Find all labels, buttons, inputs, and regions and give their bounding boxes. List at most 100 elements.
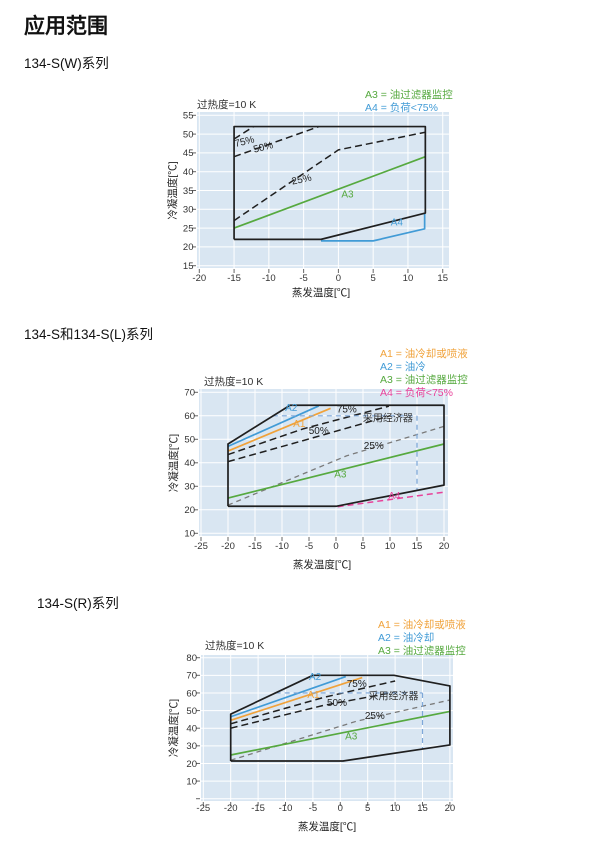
legend-entry: A3 = 油过滤器监控: [365, 88, 453, 101]
load-25pct-line: [227, 425, 445, 506]
annotation-A2: A2: [309, 672, 322, 683]
x-axis-title: 蒸发温度[℃]: [298, 820, 356, 833]
x-tick-label: -20: [224, 803, 238, 814]
a2-oil-cooling-line: [227, 405, 320, 448]
y-tick-label: 30: [184, 482, 195, 493]
y-tick-label: 70: [184, 388, 195, 399]
y-tick-label: 30: [186, 741, 197, 752]
y-axis-title: 冷凝温度[℃]: [167, 434, 180, 492]
y-tick-label: 30: [183, 205, 194, 216]
annotation-50%: 50%: [252, 140, 274, 156]
x-tick-label: 0: [333, 541, 338, 552]
load-75pct-line: [233, 125, 254, 140]
y-tick-label: 60: [186, 688, 197, 699]
load-50pct-line: [227, 415, 391, 463]
y-tick-label: 20: [186, 759, 197, 770]
x-tick-label: -15: [251, 803, 265, 814]
chart-134-s-134-sl: -25 -20 -15 -10 -5 0 5 10 15 20 10 20 30 40 50 60 70 A2 A1…: [167, 347, 468, 571]
y-tick-label: 20: [184, 505, 195, 516]
x-tick-label: -25: [196, 803, 210, 814]
application-boundary: [227, 404, 445, 508]
x-tick-label: 20: [445, 803, 456, 814]
x-tick-label: -20: [221, 541, 235, 552]
x-tick-label: -20: [192, 273, 206, 284]
annotation-A2: A2: [285, 403, 298, 414]
legend-entry: A2 = 油冷: [380, 360, 426, 373]
x-tick-label: -15: [248, 541, 262, 552]
a2-oil-cooling-line: [230, 675, 347, 718]
page-title: 应用范围: [24, 15, 108, 38]
legend-entry: A4 = 负荷<75%: [365, 101, 438, 114]
chart-134-sr: -25 -20 -15 -10 -5 0 5 10 15 20 10 20 30 40 50 60 70 80 A2…: [167, 618, 466, 833]
y-axis-title: 冷凝温度[℃]: [167, 699, 180, 757]
x-tick-label: 15: [412, 541, 423, 552]
annotation-采用经济器: 采用经济器: [363, 411, 413, 424]
annotation-75%: 75%: [347, 679, 367, 690]
y-tick-label: 40: [186, 724, 197, 735]
x-tick-label: 5: [365, 803, 370, 814]
x-tick-label: 0: [336, 273, 341, 284]
legend-entry: A1 = 油冷却或喷液: [378, 618, 466, 631]
superheat-label: 过热度=10 K: [197, 98, 256, 111]
x-tick-label: 15: [417, 803, 428, 814]
annotation-75%: 75%: [337, 405, 357, 416]
y-tick-label: 50: [184, 435, 195, 446]
y-tick-label: 20: [183, 242, 194, 253]
annotation-25%: 25%: [365, 711, 385, 722]
annotation-A4: A4: [388, 491, 401, 502]
x-tick-label: -10: [262, 273, 276, 284]
a3-oil-filter-line: [230, 710, 451, 756]
y-tick-label: 55: [183, 111, 194, 122]
annotation-25%: 25%: [291, 173, 313, 188]
legend-entry: A3 = 油过滤器监控: [380, 373, 468, 386]
a1-oil-cooling-or-liquid-injection-line: [230, 676, 363, 722]
annotation-50%: 50%: [327, 698, 347, 709]
x-tick-label: 0: [338, 803, 343, 814]
y-tick-label: 25: [183, 223, 194, 234]
legend-entry: A2 = 油冷却: [378, 631, 434, 644]
annotation-50%: 50%: [309, 426, 329, 437]
application-boundary: [233, 125, 427, 241]
load-75pct-line: [230, 680, 396, 725]
section-title-134-sr: 134-S(R)系列: [37, 596, 119, 611]
annotation-采用经济器: 采用经济器: [368, 690, 418, 703]
legend-entry: A1 = 油冷却或喷液: [380, 347, 468, 360]
a4-part-load-line: [321, 213, 426, 242]
y-tick-label: 40: [183, 167, 194, 178]
x-tick-label: 10: [385, 541, 396, 552]
x-tick-label: -25: [194, 541, 208, 552]
x-tick-label: -5: [305, 541, 313, 552]
y-tick-label: 50: [183, 129, 194, 140]
y-tick-label: 40: [184, 458, 195, 469]
a3-oil-filter-line: [233, 155, 426, 229]
y-tick-label: 80: [186, 653, 197, 664]
x-tick-label: 15: [437, 273, 448, 284]
x-tick-label: -5: [309, 803, 317, 814]
x-axis-title: 蒸发温度[℃]: [293, 558, 351, 571]
superheat-label: 过热度=10 K: [205, 639, 264, 652]
y-tick-label: 35: [183, 186, 194, 197]
annotation-A3: A3: [334, 469, 347, 480]
annotation-75%: 75%: [234, 134, 256, 150]
a3-oil-filter-line: [227, 443, 445, 499]
annotation-A1: A1: [293, 419, 306, 430]
annotation-A1: A1: [307, 690, 320, 701]
y-tick-label: 70: [186, 671, 197, 682]
legend-entry: A4 = 负荷<75%: [380, 386, 453, 399]
y-axis-title: 冷凝温度[℃]: [166, 161, 179, 219]
legend-entry: A3 = 油过滤器监控: [378, 644, 466, 657]
x-tick-label: -10: [279, 803, 293, 814]
y-tick-label: 10: [186, 776, 197, 787]
load-25pct-line: [233, 131, 426, 222]
x-tick-label: -15: [227, 273, 241, 284]
x-tick-label: 20: [439, 541, 450, 552]
a4-part-load-line: [337, 491, 445, 508]
y-tick-label: 10: [184, 529, 195, 540]
section-title-134-sw: 134-S(W)系列: [24, 56, 109, 71]
y-tick-label: 60: [184, 411, 195, 422]
load-75pct-line: [227, 405, 390, 456]
x-tick-label: 10: [403, 273, 414, 284]
x-axis-title: 蒸发温度[℃]: [292, 286, 350, 299]
x-tick-label: 5: [371, 273, 376, 284]
